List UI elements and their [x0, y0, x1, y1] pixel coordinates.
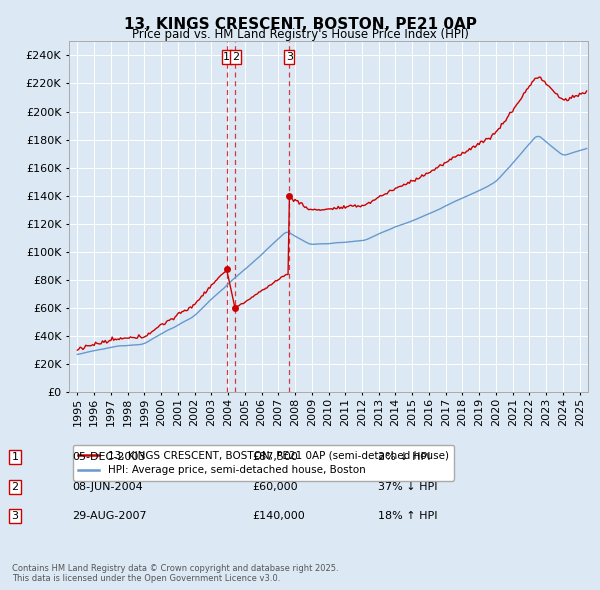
Text: 37% ↓ HPI: 37% ↓ HPI — [378, 482, 437, 491]
Text: £60,000: £60,000 — [252, 482, 298, 491]
Legend: 13, KINGS CRESCENT, BOSTON, PE21 0AP (semi-detached house), HPI: Average price, : 13, KINGS CRESCENT, BOSTON, PE21 0AP (se… — [73, 445, 454, 481]
Text: £87,500: £87,500 — [252, 453, 298, 462]
Text: 3: 3 — [11, 512, 19, 521]
Text: 2% ↓ HPI: 2% ↓ HPI — [378, 453, 431, 462]
Text: 18% ↑ HPI: 18% ↑ HPI — [378, 512, 437, 521]
Text: 2: 2 — [232, 52, 239, 62]
Text: 29-AUG-2007: 29-AUG-2007 — [72, 512, 146, 521]
Text: 2: 2 — [11, 482, 19, 491]
Text: 05-DEC-2003: 05-DEC-2003 — [72, 453, 145, 462]
Text: 3: 3 — [286, 52, 293, 62]
Text: 1: 1 — [11, 453, 19, 462]
Text: 13, KINGS CRESCENT, BOSTON, PE21 0AP: 13, KINGS CRESCENT, BOSTON, PE21 0AP — [124, 17, 476, 31]
Text: £140,000: £140,000 — [252, 512, 305, 521]
Text: 1: 1 — [223, 52, 230, 62]
Text: Price paid vs. HM Land Registry's House Price Index (HPI): Price paid vs. HM Land Registry's House … — [131, 28, 469, 41]
Text: Contains HM Land Registry data © Crown copyright and database right 2025.
This d: Contains HM Land Registry data © Crown c… — [12, 563, 338, 583]
Text: 08-JUN-2004: 08-JUN-2004 — [72, 482, 143, 491]
